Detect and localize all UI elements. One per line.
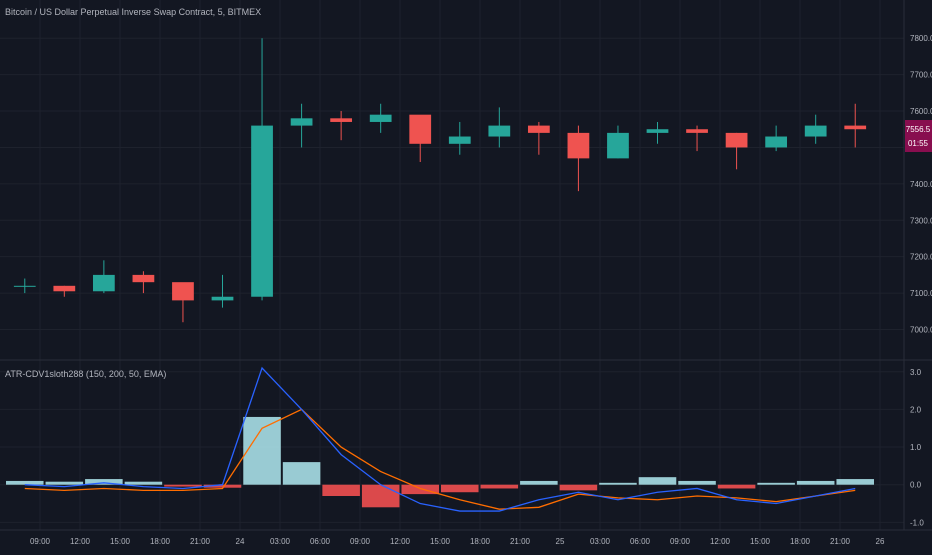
histogram-bar <box>124 481 163 485</box>
histogram-bar <box>282 462 321 485</box>
histogram-bar <box>757 482 795 485</box>
candle-body <box>725 132 748 148</box>
histogram-bar <box>243 416 281 485</box>
candle-body <box>488 125 511 137</box>
price-tick-label: 7000.0 <box>910 326 932 335</box>
histogram-bar <box>441 484 479 493</box>
price-tick-label: 7100.0 <box>910 289 932 298</box>
indicator-tick-label: 1.0 <box>910 443 922 452</box>
histogram-bar <box>6 480 44 485</box>
candle-body <box>172 282 194 301</box>
time-tick-label: 03:00 <box>590 537 611 546</box>
indicator-lines-layer <box>24 366 856 512</box>
time-tick-label: 06:00 <box>630 537 651 546</box>
candle-body <box>132 274 155 283</box>
candle-body <box>527 125 550 133</box>
time-tick-label: 24 <box>236 537 245 546</box>
price-tick-label: 7400.0 <box>910 180 932 189</box>
candle-body <box>211 296 234 301</box>
histogram-bar <box>203 484 242 488</box>
time-tick-label: 21:00 <box>190 537 211 546</box>
histogram-bar <box>638 477 677 485</box>
time-tick-label: 21:00 <box>510 537 531 546</box>
time-tick-label: 15:00 <box>110 537 131 546</box>
time-tick-label: 25 <box>556 537 565 546</box>
price-tag-icon <box>905 120 932 152</box>
last-price-label: 7556.5 <box>906 125 931 134</box>
indicator-title: ATR-CDV1sloth288 (150, 200, 50, EMA) <box>5 369 166 379</box>
price-tick-label: 7200.0 <box>910 253 932 262</box>
histogram-bar <box>559 484 598 491</box>
indicator-tick-label: 2.0 <box>910 405 922 414</box>
histogram-bar <box>717 484 756 489</box>
histogram-bar <box>836 479 874 485</box>
candle-body <box>567 132 590 159</box>
histogram-bar <box>322 484 360 496</box>
price-tick-label: 7300.0 <box>910 216 932 225</box>
candle-body <box>53 285 76 292</box>
candle-body <box>251 125 273 297</box>
candle-body <box>409 114 432 144</box>
time-tick-label: 15:00 <box>750 537 771 546</box>
histogram-bar <box>361 484 400 508</box>
countdown-icon: 01:55 <box>908 139 929 148</box>
time-tick-label: 09:00 <box>670 537 691 546</box>
histogram-bar <box>401 484 439 495</box>
candle-body <box>13 285 36 287</box>
price-tick-label: 7800.0 <box>910 34 932 43</box>
candle-body <box>607 132 629 159</box>
main-chart-title: Bitcoin / US Dollar Perpetual Inverse Sw… <box>5 7 261 17</box>
histogram-bar <box>678 480 716 485</box>
candles-layer <box>13 38 867 323</box>
axes-layer: 7000.07100.07200.07300.07400.07500.07600… <box>30 34 932 546</box>
candle-body <box>686 129 708 133</box>
histogram-bar <box>599 482 637 485</box>
time-tick-label: 18:00 <box>470 537 491 546</box>
indicator-tick-label: -1.0 <box>910 518 924 527</box>
histogram-bar <box>796 480 835 485</box>
indicator-tick-label: 3.0 <box>910 368 922 377</box>
histogram-bar <box>164 484 202 487</box>
slow-average-line <box>24 408 856 510</box>
candle-body <box>290 118 313 126</box>
time-tick-label: 18:00 <box>150 537 171 546</box>
time-tick-label: 12:00 <box>710 537 731 546</box>
price-tick-label: 7700.0 <box>910 71 932 80</box>
time-tick-label: 12:00 <box>70 537 91 546</box>
fast-average-line <box>24 366 856 512</box>
candle-body <box>448 136 471 144</box>
time-tick-label: 26 <box>876 537 885 546</box>
price-tag: 7556.5 01:55 <box>905 120 932 152</box>
histogram-bar <box>480 484 519 489</box>
indicator-tick-label: 0.0 <box>910 481 922 490</box>
time-tick-label: 09:00 <box>350 537 371 546</box>
time-tick-label: 15:00 <box>430 537 451 546</box>
histogram-layer <box>6 416 874 508</box>
time-tick-label: 21:00 <box>830 537 851 546</box>
candle-body <box>330 118 353 122</box>
time-tick-label: 18:00 <box>790 537 811 546</box>
histogram-bar <box>45 481 84 485</box>
price-tick-label: 7600.0 <box>910 107 932 116</box>
candle-body <box>844 125 867 130</box>
candle-body <box>765 136 788 148</box>
time-tick-label: 06:00 <box>310 537 331 546</box>
time-tick-label: 03:00 <box>270 537 291 546</box>
candle-body <box>369 114 392 122</box>
candle-body <box>92 274 115 292</box>
time-tick-label: 09:00 <box>30 537 51 546</box>
histogram-bar <box>85 479 123 485</box>
time-tick-label: 12:00 <box>390 537 411 546</box>
histogram-bar <box>520 480 558 485</box>
candle-body <box>646 129 669 133</box>
candle-body <box>804 125 827 137</box>
